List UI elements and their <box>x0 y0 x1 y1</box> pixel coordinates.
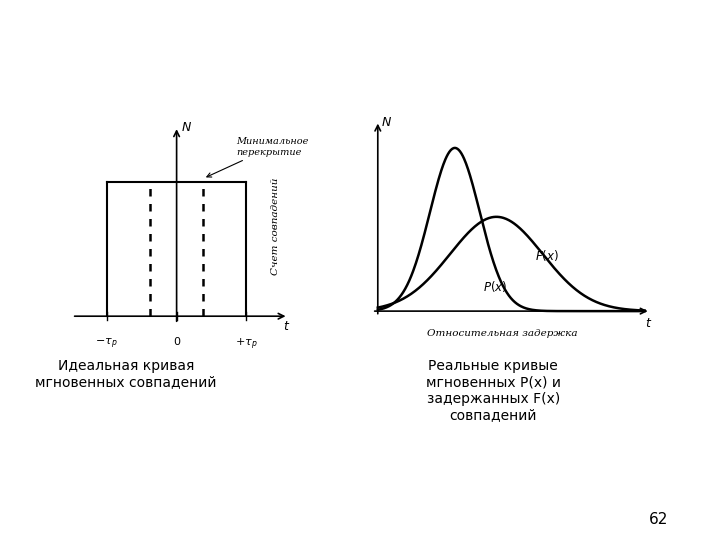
Text: $-\tau_p$: $-\tau_p$ <box>96 337 118 351</box>
Text: Относительная задержка: Относительная задержка <box>427 329 577 339</box>
Text: $F(x)$: $F(x)$ <box>535 248 559 264</box>
Text: $P(x)$: $P(x)$ <box>483 279 508 294</box>
Text: Счет совпадений: Счет совпадений <box>271 178 280 275</box>
Text: 0: 0 <box>173 337 180 347</box>
Text: $t$: $t$ <box>283 320 290 333</box>
Text: Минимальное
перекрытие: Минимальное перекрытие <box>207 137 308 177</box>
Text: 62: 62 <box>649 512 668 527</box>
Text: Реальные кривые
мгновенных P(x) и
задержанных F(x)
совпадений: Реальные кривые мгновенных P(x) и задерж… <box>426 359 561 422</box>
Text: $+\tau_p$: $+\tau_p$ <box>235 337 258 352</box>
Text: $N$: $N$ <box>382 116 392 129</box>
Text: Идеальная кривая
мгновенных совпадений: Идеальная кривая мгновенных совпадений <box>35 359 217 389</box>
Text: $t$: $t$ <box>644 318 652 330</box>
Text: $N$: $N$ <box>181 121 192 134</box>
